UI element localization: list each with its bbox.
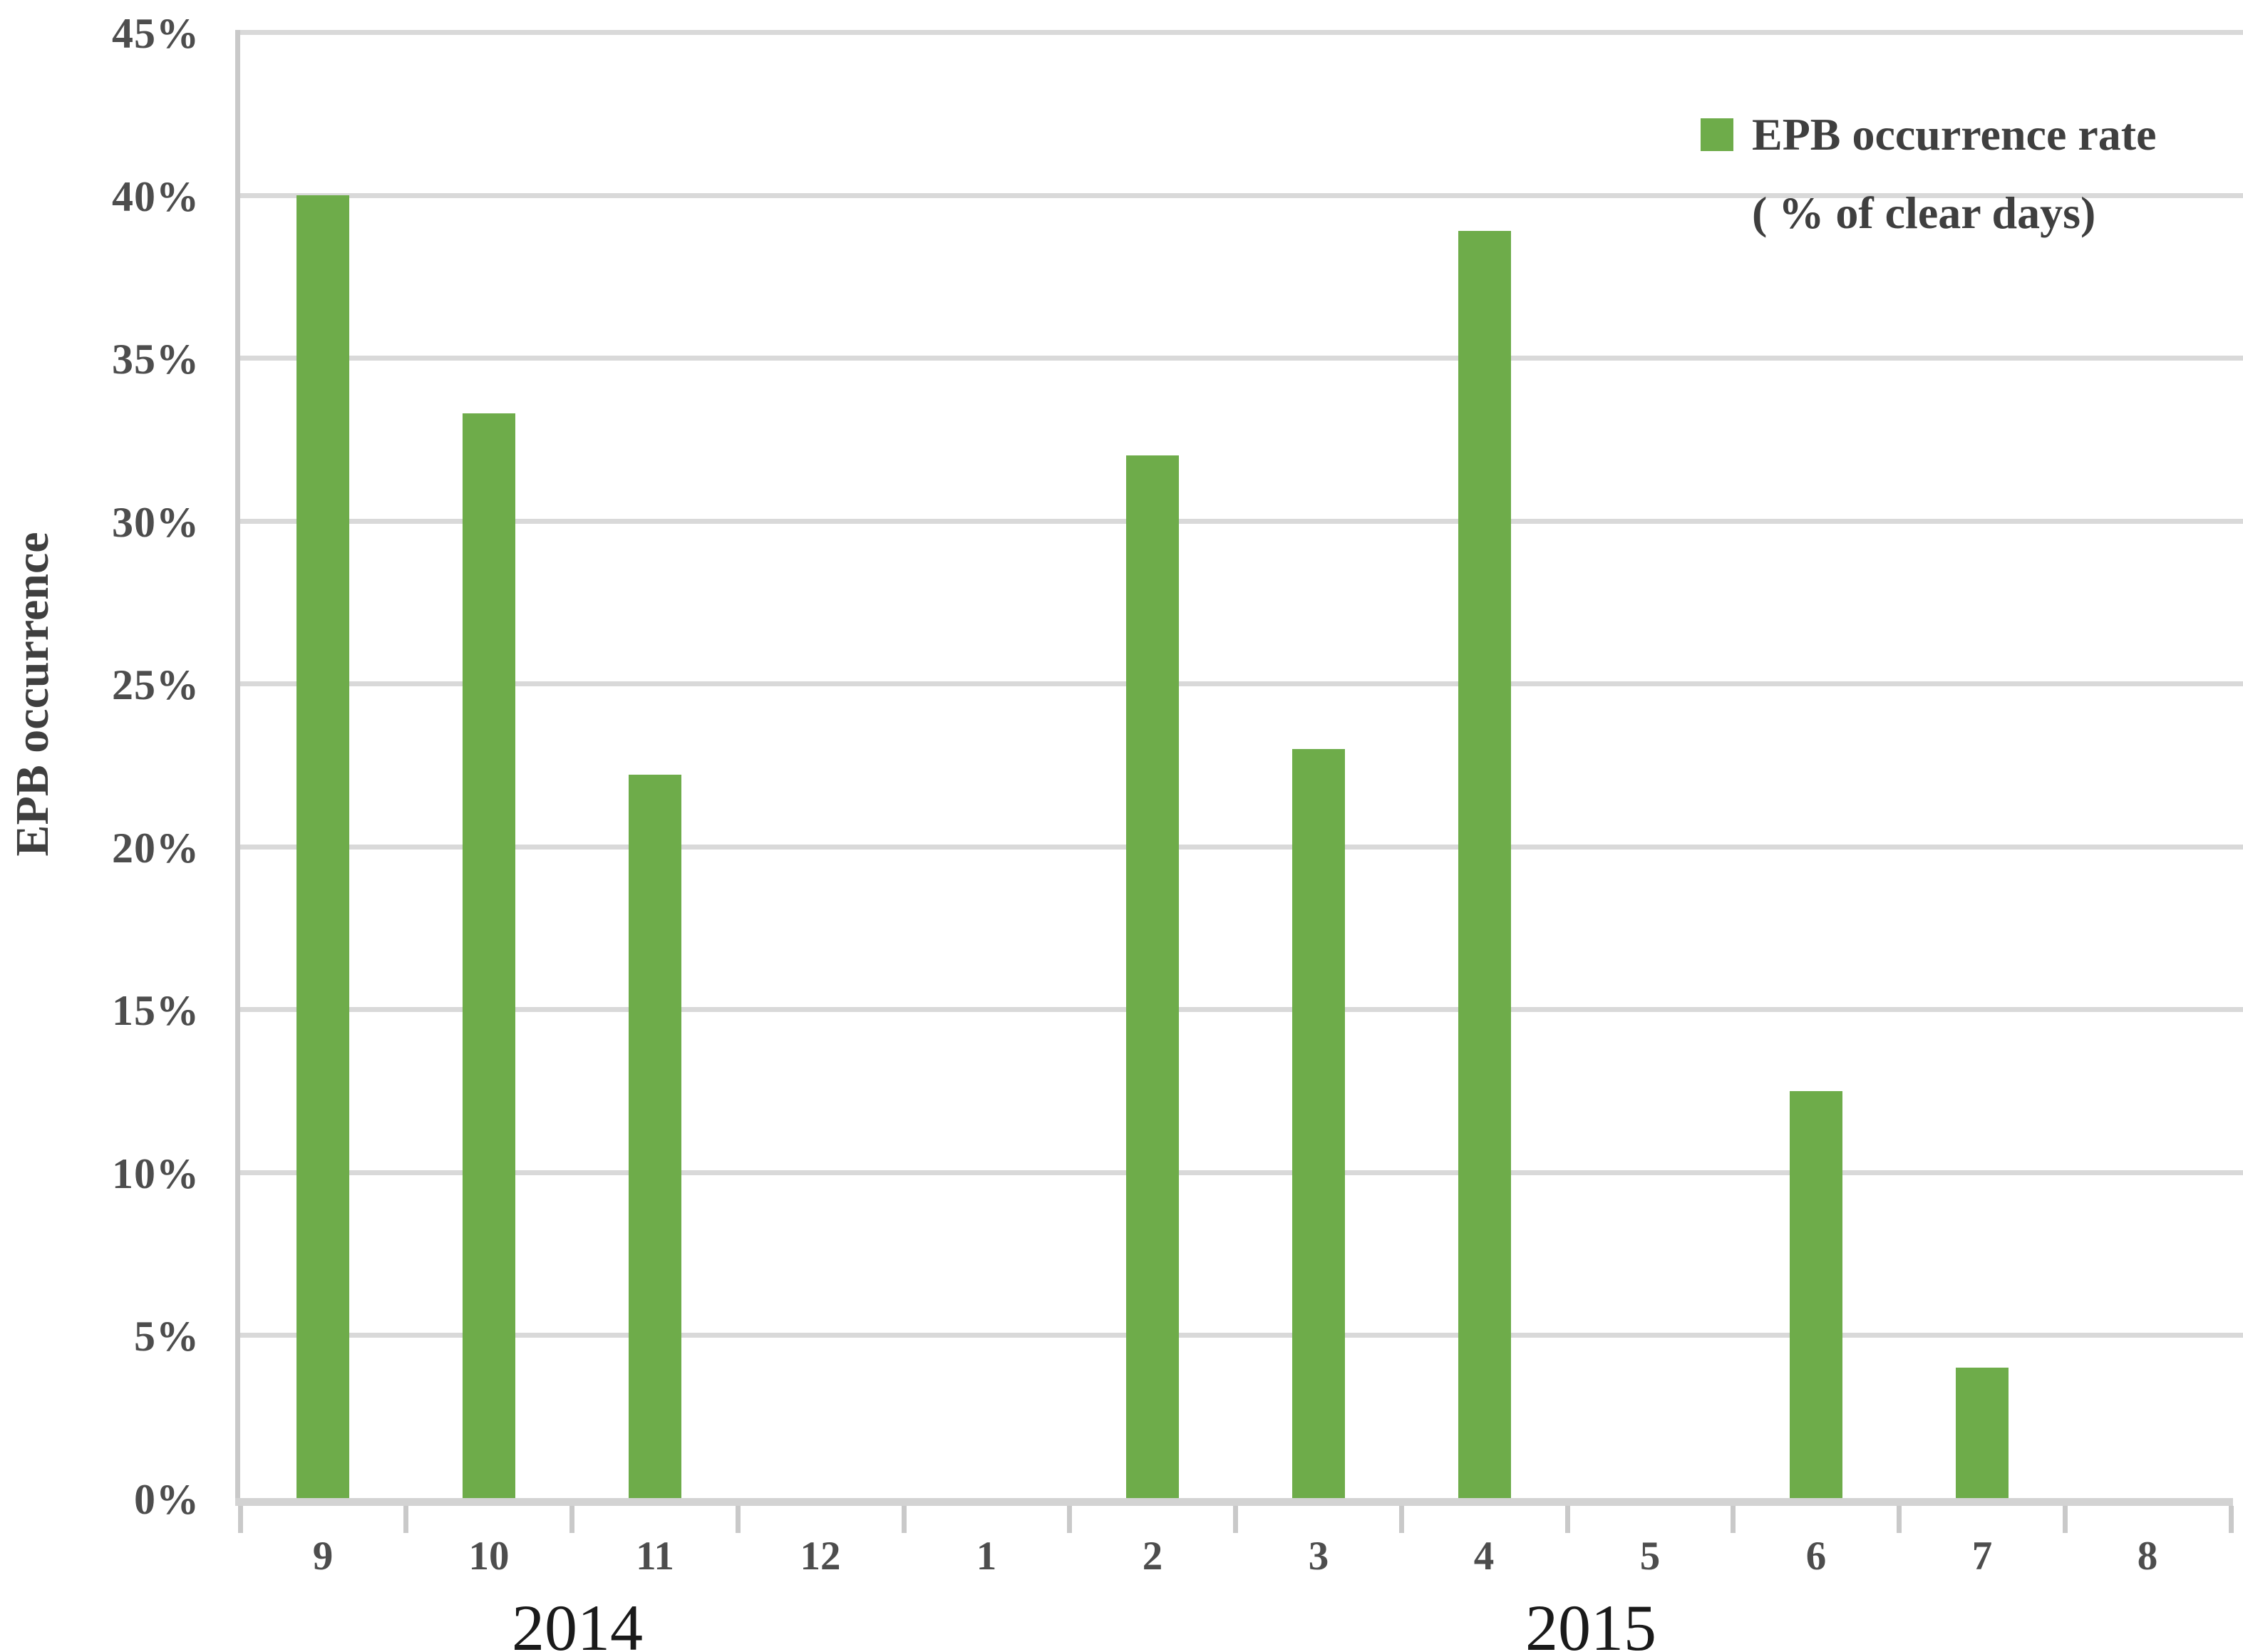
y-tick-label-20pct: 20% — [112, 825, 200, 872]
x-axis-tick — [1067, 1506, 1072, 1533]
x-tick-label-month-7: 7 — [1971, 1534, 1993, 1579]
x-tick-label-month-12: 12 — [800, 1534, 841, 1579]
x-axis-tick — [1399, 1506, 1404, 1533]
x-axis-tick — [2063, 1506, 2068, 1533]
y-tick-label-15pct: 15% — [112, 987, 200, 1034]
x-axis-tick — [238, 1506, 243, 1533]
y-tick-label-35pct: 35% — [112, 336, 200, 383]
y-tick-label-5pct: 5% — [134, 1313, 200, 1360]
x-axis-tick — [1897, 1506, 1902, 1533]
bar-month-2 — [1126, 455, 1179, 1498]
x-axis-tick — [736, 1506, 741, 1533]
x-tick-label-month-8: 8 — [2137, 1534, 2158, 1579]
gridline-40pct — [240, 193, 2243, 198]
x-axis-tick — [569, 1506, 574, 1533]
gridline-10pct — [240, 1170, 2243, 1175]
x-axis-tick — [2229, 1506, 2234, 1533]
bar-month-4 — [1458, 231, 1511, 1498]
x-tick-label-month-4: 4 — [1473, 1534, 1495, 1579]
gridline-25pct — [240, 681, 2243, 686]
y-tick-label-45pct: 45% — [112, 10, 200, 57]
bar-month-6 — [1790, 1091, 1842, 1498]
x-axis-tick — [403, 1506, 408, 1533]
legend-text: EPB occurrence rate ( % of clear days) — [1752, 95, 2156, 252]
y-tick-label-25pct: 25% — [112, 661, 200, 708]
y-tick-label-30pct: 30% — [112, 499, 200, 546]
x-axis-tick — [1233, 1506, 1238, 1533]
y-tick-label-40pct: 40% — [112, 173, 200, 220]
gridline-15pct — [240, 1007, 2243, 1012]
bar-month-10 — [463, 413, 515, 1498]
x-tick-label-month-9: 9 — [312, 1534, 334, 1579]
gridline-20pct — [240, 845, 2243, 850]
x-tick-label-month-1: 1 — [976, 1534, 997, 1579]
bar-month-7 — [1956, 1368, 2009, 1498]
x-axis-tick — [1565, 1506, 1570, 1533]
bar-month-11 — [629, 775, 681, 1498]
legend-line-1: EPB occurrence rate — [1752, 109, 2157, 160]
x-tick-label-month-6: 6 — [1805, 1534, 1827, 1579]
year-label-2014: 2014 — [512, 1591, 643, 1652]
year-label-2015: 2015 — [1525, 1591, 1656, 1652]
x-axis-tick — [902, 1506, 907, 1533]
legend: EPB occurrence rate ( % of clear days) — [1701, 95, 2156, 252]
gridline-45pct — [240, 30, 2243, 35]
legend-swatch-icon — [1701, 118, 1733, 151]
x-tick-label-month-11: 11 — [636, 1534, 674, 1579]
x-tick-label-month-3: 3 — [1308, 1534, 1329, 1579]
gridline-35pct — [240, 356, 2243, 361]
x-tick-label-month-2: 2 — [1142, 1534, 1163, 1579]
x-axis-tick — [1731, 1506, 1736, 1533]
x-tick-label-month-5: 5 — [1639, 1534, 1661, 1579]
gridline-30pct — [240, 519, 2243, 524]
y-tick-label-10pct: 10% — [112, 1150, 200, 1197]
legend-line-2: ( % of clear days) — [1752, 187, 2096, 238]
y-axis-line — [235, 30, 240, 1498]
bar-month-3 — [1292, 749, 1345, 1498]
x-tick-label-month-10: 10 — [468, 1534, 510, 1579]
y-tick-label-0pct: 0% — [134, 1476, 200, 1523]
bar-month-9 — [297, 195, 349, 1498]
x-axis-line — [235, 1498, 2233, 1506]
gridline-5pct — [240, 1333, 2243, 1338]
